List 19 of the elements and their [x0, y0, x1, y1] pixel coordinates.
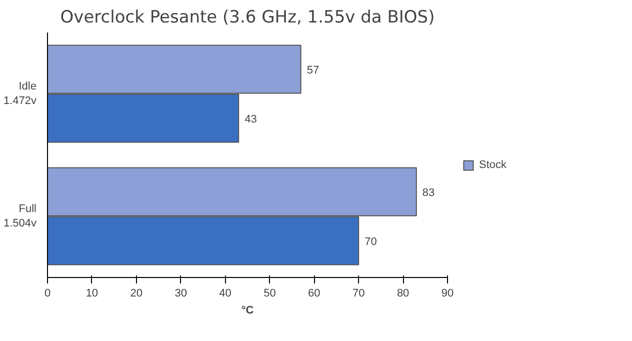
x-tick-label: 80 [396, 288, 410, 300]
x-tick-label: 10 [86, 288, 98, 300]
x-tick-label: 0 [44, 288, 51, 300]
y-tick-label: Full 1.504v [3, 203, 37, 230]
x-tick-label: 30 [174, 288, 187, 300]
x-tick-label: 20 [130, 288, 143, 300]
y-tick-label: Idle 1.472v [3, 80, 37, 107]
x-tick-label: 90 [441, 288, 454, 300]
x-axis-title: °C [241, 304, 254, 316]
data-label: 83 [422, 186, 435, 199]
x-tick-label: 50 [264, 288, 276, 300]
legend-label: Stock [479, 159, 507, 171]
chart-title: Overclock Pesante (3.6 GHz, 1.55v da BIOS) [60, 8, 435, 28]
x-tick-label: 60 [308, 288, 320, 300]
x-tick-label: 70 [352, 288, 365, 300]
data-label: 43 [244, 113, 257, 126]
data-label: 70 [364, 236, 377, 248]
x-tick-label: 40 [219, 288, 232, 300]
data-label: 57 [306, 64, 320, 76]
